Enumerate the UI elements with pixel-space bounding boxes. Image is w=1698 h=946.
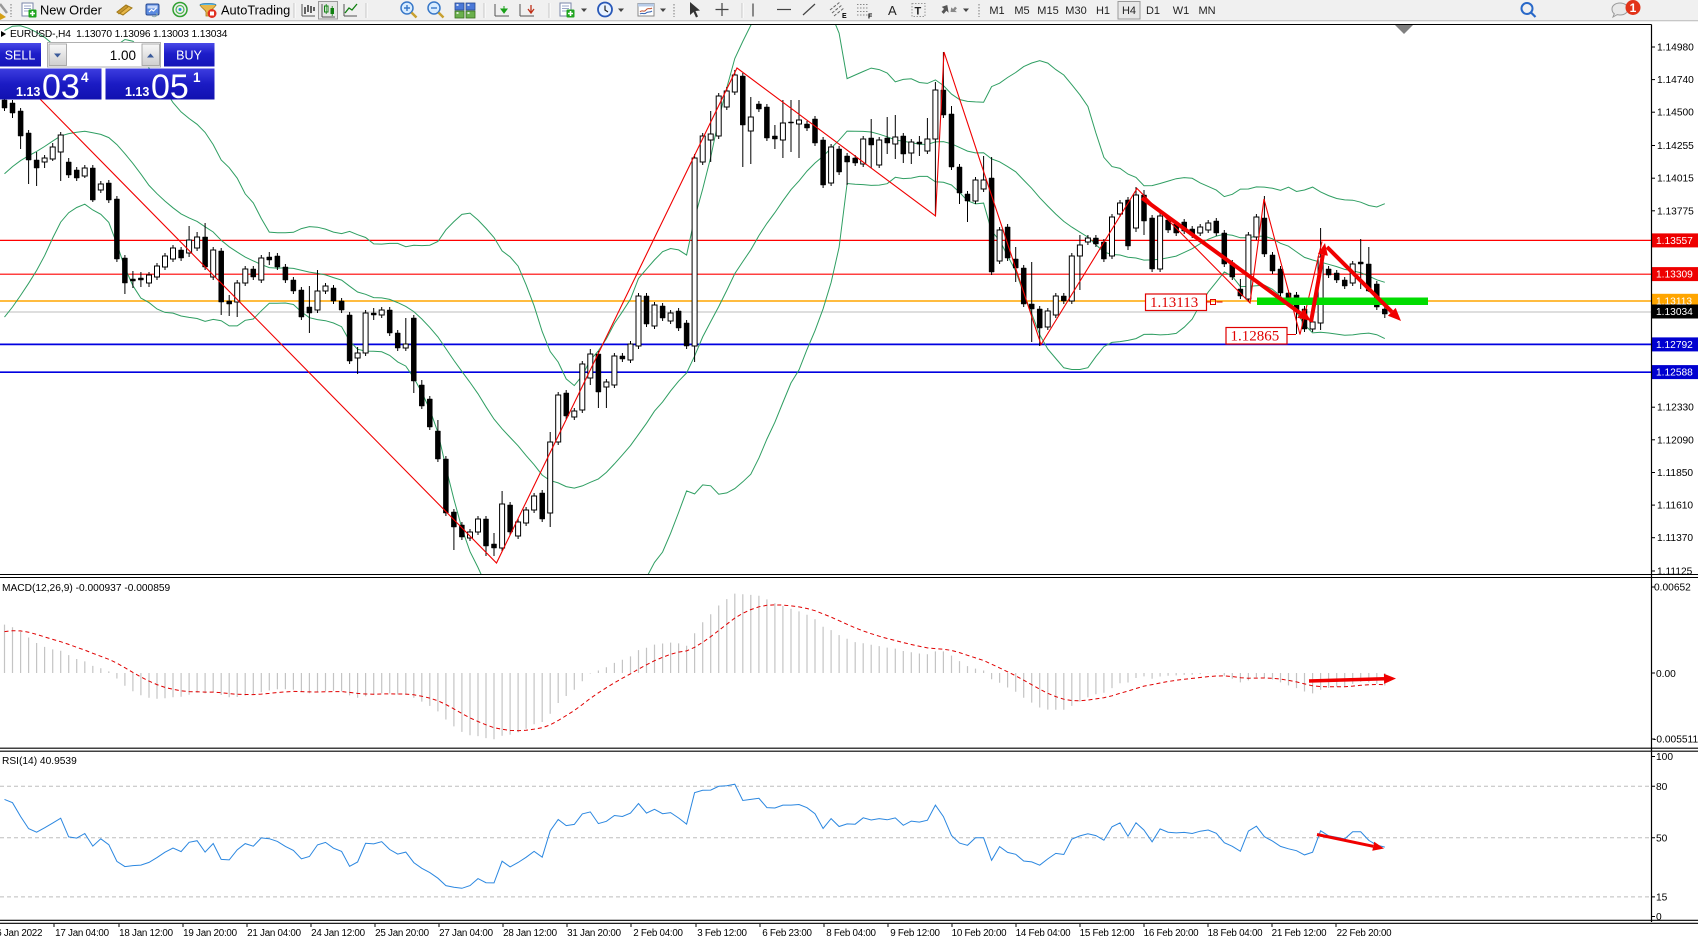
svg-text:M5: M5	[1014, 5, 1029, 17]
svg-text:1.12588: 1.12588	[1656, 368, 1693, 379]
svg-text:05: 05	[151, 68, 189, 106]
svg-text:22 Feb 20:00: 22 Feb 20:00	[1337, 928, 1393, 939]
svg-text:H1: H1	[1096, 5, 1110, 17]
svg-text:14 Feb 04:00: 14 Feb 04:00	[1016, 928, 1072, 939]
svg-text:18 Jan 12:00: 18 Jan 12:00	[119, 928, 173, 939]
svg-text:-0.005511: -0.005511	[1653, 735, 1698, 746]
svg-text:15: 15	[1656, 893, 1668, 904]
svg-text:6 Feb 23:00: 6 Feb 23:00	[762, 928, 812, 939]
svg-text:1.13034: 1.13034	[1656, 307, 1693, 318]
svg-text:0.00652: 0.00652	[1654, 583, 1691, 594]
svg-text:W1: W1	[1173, 5, 1190, 17]
svg-text:1.14500: 1.14500	[1657, 108, 1694, 119]
svg-text:1.13: 1.13	[125, 85, 149, 99]
svg-text:2 Feb 04:00: 2 Feb 04:00	[633, 928, 683, 939]
svg-text:1.11370: 1.11370	[1657, 533, 1693, 544]
svg-text:1.12330: 1.12330	[1657, 403, 1694, 414]
svg-text:1.12865: 1.12865	[1231, 329, 1280, 345]
svg-text:1.14740: 1.14740	[1657, 75, 1694, 86]
svg-text:31 Jan 20:00: 31 Jan 20:00	[567, 928, 621, 939]
svg-text:1.11125: 1.11125	[1657, 567, 1693, 578]
svg-text:E: E	[842, 13, 847, 20]
svg-text:M30: M30	[1065, 5, 1086, 17]
svg-text:M1: M1	[989, 5, 1004, 17]
svg-text:1.13: 1.13	[16, 85, 40, 99]
svg-text:1.13309: 1.13309	[1656, 270, 1693, 281]
svg-text:21 Jan 04:00: 21 Jan 04:00	[247, 928, 301, 939]
svg-text:03: 03	[42, 68, 80, 106]
svg-text:50: 50	[1656, 834, 1668, 845]
svg-text:MN: MN	[1198, 5, 1215, 17]
svg-text:1: 1	[193, 70, 201, 85]
svg-text:100: 100	[1656, 752, 1673, 763]
svg-text:1.13557: 1.13557	[1656, 236, 1693, 247]
svg-text:3 Feb 12:00: 3 Feb 12:00	[697, 928, 747, 939]
svg-text:25 Jan 20:00: 25 Jan 20:00	[375, 928, 429, 939]
svg-text:SELL: SELL	[5, 49, 36, 63]
svg-text:H4: H4	[1122, 5, 1136, 17]
svg-text:1.14015: 1.14015	[1657, 174, 1694, 185]
svg-text:1.14255: 1.14255	[1657, 141, 1694, 152]
svg-text:New Order: New Order	[40, 3, 103, 18]
svg-text:19 Jan 20:00: 19 Jan 20:00	[183, 928, 237, 939]
svg-text:1.00: 1.00	[110, 48, 136, 63]
svg-text:28 Jan 12:00: 28 Jan 12:00	[503, 928, 557, 939]
svg-text:17 Jan 04:00: 17 Jan 04:00	[55, 928, 109, 939]
svg-text:1.12792: 1.12792	[1656, 340, 1693, 351]
svg-text:F: F	[868, 14, 873, 21]
svg-text:1: 1	[1630, 1, 1637, 15]
svg-text:27 Jan 04:00: 27 Jan 04:00	[439, 928, 493, 939]
svg-text:18 Feb 04:00: 18 Feb 04:00	[1208, 928, 1264, 939]
svg-text:80: 80	[1656, 782, 1668, 793]
svg-text:4: 4	[81, 70, 89, 85]
svg-text:1.14980: 1.14980	[1657, 43, 1694, 54]
svg-text:MACD(12,26,9) -0.000937 -0.000: MACD(12,26,9) -0.000937 -0.000859	[2, 583, 171, 594]
svg-text:1.13775: 1.13775	[1657, 206, 1694, 217]
svg-text:21 Feb 12:00: 21 Feb 12:00	[1272, 928, 1328, 939]
svg-text:BUY: BUY	[176, 49, 202, 63]
svg-text:1.11850: 1.11850	[1657, 468, 1693, 479]
svg-text:M15: M15	[1037, 5, 1058, 17]
svg-text:D1: D1	[1146, 5, 1160, 17]
svg-text:16 Jan 2022: 16 Jan 2022	[0, 928, 42, 939]
svg-text:1.12090: 1.12090	[1657, 435, 1694, 446]
svg-text:9 Feb 12:00: 9 Feb 12:00	[890, 928, 940, 939]
svg-text:AutoTrading: AutoTrading	[221, 3, 290, 18]
svg-text:EURUSD-,H4 1.13070 1.13096 1.: EURUSD-,H4 1.13070 1.13096 1.13003 1.130…	[10, 29, 228, 40]
svg-text:1.11610: 1.11610	[1657, 501, 1693, 512]
svg-text:15 Feb 12:00: 15 Feb 12:00	[1080, 928, 1136, 939]
svg-text:0.00: 0.00	[1656, 669, 1676, 680]
svg-text:0: 0	[1656, 912, 1662, 923]
svg-text:16 Feb 20:00: 16 Feb 20:00	[1144, 928, 1200, 939]
svg-text:A: A	[888, 3, 897, 18]
svg-text:24 Jan 12:00: 24 Jan 12:00	[311, 928, 365, 939]
svg-text:10 Feb 20:00: 10 Feb 20:00	[952, 928, 1008, 939]
svg-text:1.13113: 1.13113	[1150, 295, 1198, 311]
svg-text:RSI(14) 40.9539: RSI(14) 40.9539	[2, 756, 77, 767]
svg-text:8 Feb 04:00: 8 Feb 04:00	[826, 928, 876, 939]
svg-text:T: T	[915, 6, 922, 18]
